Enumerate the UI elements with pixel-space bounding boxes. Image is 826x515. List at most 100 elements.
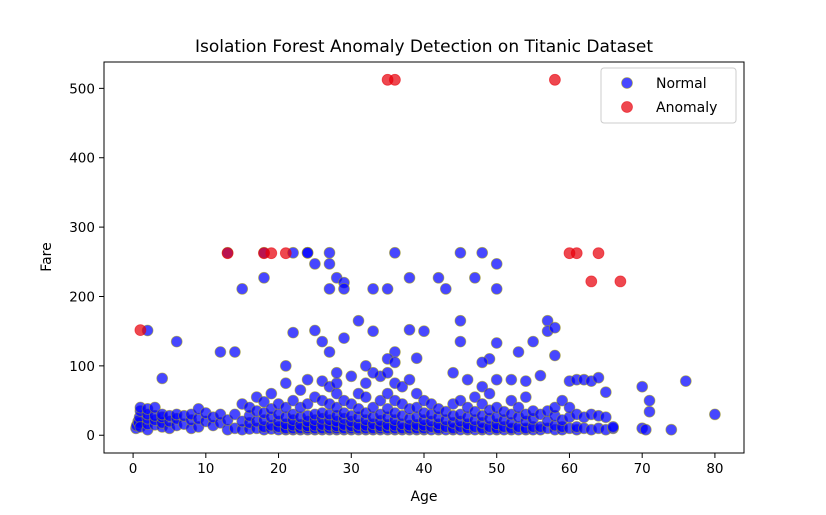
data-point — [585, 275, 598, 288]
data-point — [323, 257, 336, 270]
data-point — [221, 247, 234, 260]
data-point — [592, 371, 605, 384]
x-tick-label: 0 — [129, 461, 138, 477]
legend-marker-anomaly — [621, 101, 633, 113]
data-point — [512, 346, 525, 358]
x-tick-label: 20 — [270, 461, 287, 477]
data-point — [709, 408, 721, 421]
data-point — [294, 384, 307, 397]
data-point — [308, 257, 321, 270]
data-point — [556, 394, 569, 407]
data-point — [279, 401, 292, 414]
data-point — [549, 349, 561, 362]
data-point — [549, 401, 561, 414]
data-point — [505, 373, 518, 386]
data-point — [367, 366, 380, 379]
data-point — [367, 282, 380, 295]
data-point — [454, 246, 467, 259]
data-point — [447, 366, 460, 379]
data-point — [643, 405, 656, 418]
x-tick-label: 70 — [634, 461, 651, 477]
data-point — [439, 282, 452, 295]
data-point — [214, 346, 227, 358]
data-point — [287, 326, 300, 339]
data-point — [592, 247, 605, 260]
data-point — [527, 335, 539, 348]
data-point — [636, 380, 649, 393]
y-axis: 0 100 200 300 400 500 — [69, 81, 104, 444]
data-point — [599, 386, 612, 399]
data-point — [236, 282, 249, 295]
legend-label-anomaly: Anomaly — [656, 100, 717, 116]
points-layer — [130, 73, 721, 436]
data-point — [476, 356, 489, 369]
series-anomaly — [134, 73, 627, 337]
legend-marker-normal — [621, 77, 633, 89]
data-point — [483, 387, 496, 400]
data-point — [418, 325, 430, 338]
x-tick-label: 40 — [415, 461, 432, 477]
data-point — [549, 73, 561, 86]
y-tick-label: 400 — [69, 151, 95, 167]
data-point — [338, 332, 350, 345]
legend-label-normal: Normal — [656, 76, 707, 92]
data-point — [287, 394, 300, 407]
data-point — [468, 391, 481, 404]
data-point — [170, 335, 183, 348]
data-point — [639, 423, 652, 436]
data-point — [367, 401, 380, 414]
data-point — [490, 257, 503, 270]
data-point — [148, 401, 161, 414]
data-point — [367, 325, 380, 338]
data-point — [279, 247, 292, 260]
data-point — [359, 391, 372, 404]
data-point — [679, 375, 692, 388]
data-point — [563, 401, 576, 414]
data-point — [599, 411, 612, 424]
y-axis-label: Fare — [39, 242, 55, 271]
series-normal — [130, 246, 721, 436]
data-point — [512, 401, 525, 414]
data-point — [156, 372, 169, 385]
data-point — [403, 373, 416, 386]
data-point — [316, 335, 329, 348]
x-tick-label: 80 — [706, 461, 723, 477]
data-point — [265, 247, 278, 260]
data-point — [330, 366, 343, 379]
data-point — [338, 282, 350, 295]
data-point — [534, 369, 547, 382]
data-point — [352, 314, 365, 327]
x-axis: 0 10 20 30 40 50 60 70 80 — [129, 453, 724, 477]
data-point — [228, 408, 241, 421]
data-point — [301, 246, 314, 259]
data-point — [403, 323, 416, 336]
data-point — [301, 398, 314, 410]
data-point — [258, 395, 270, 408]
data-point — [359, 359, 372, 372]
y-tick-label: 200 — [69, 289, 95, 305]
data-point — [454, 314, 467, 327]
x-tick-label: 30 — [343, 461, 360, 477]
y-tick-label: 0 — [86, 428, 95, 444]
data-point — [134, 324, 147, 337]
data-point — [476, 246, 489, 259]
y-tick-label: 100 — [69, 359, 95, 375]
data-point — [454, 394, 467, 407]
data-point — [381, 387, 394, 400]
data-point — [468, 271, 481, 284]
data-point — [432, 271, 445, 284]
data-point — [476, 380, 489, 393]
data-point — [396, 380, 409, 393]
legend-box — [600, 67, 737, 124]
data-point — [345, 370, 358, 383]
data-point — [410, 352, 423, 365]
data-point — [279, 359, 292, 372]
y-tick-label: 500 — [69, 81, 95, 97]
data-point — [308, 324, 321, 337]
data-point — [490, 282, 503, 295]
data-point — [519, 391, 532, 404]
data-point — [410, 387, 423, 400]
x-tick-label: 10 — [197, 461, 214, 477]
